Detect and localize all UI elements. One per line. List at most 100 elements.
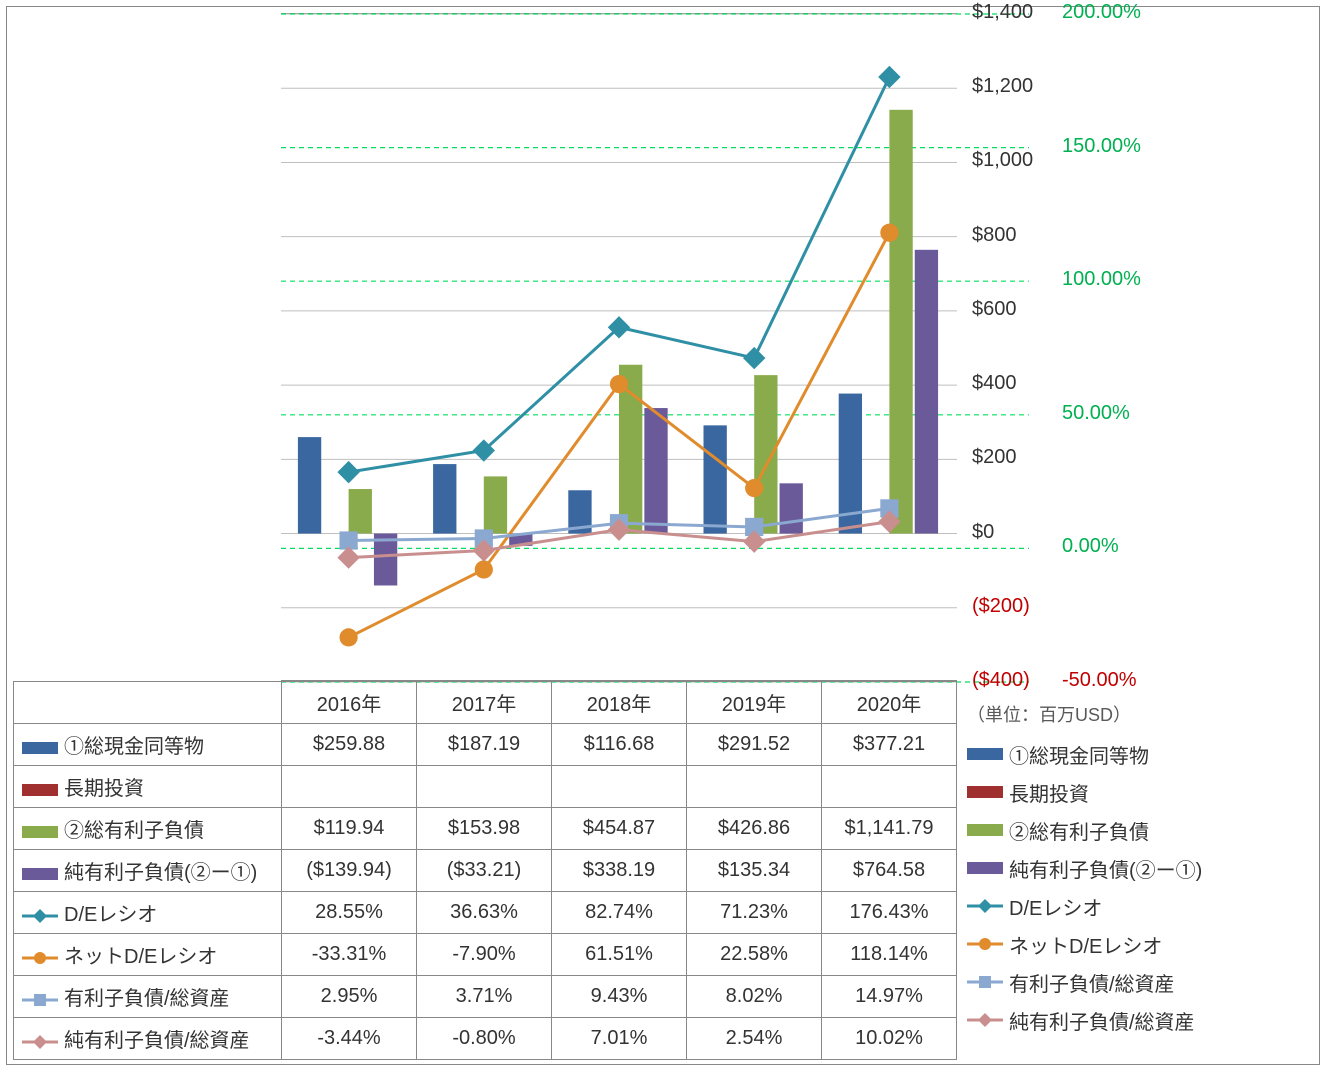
year-cell: 2020年 — [822, 682, 957, 724]
series-label: ①総現金同等物 — [14, 724, 282, 766]
data-cell: 61.51% — [552, 934, 687, 976]
data-cell: $291.52 — [687, 724, 822, 766]
year-cell: 2018年 — [552, 682, 687, 724]
series-label: 純有利子負債/総資産 — [14, 1018, 282, 1060]
data-cell: $338.19 — [552, 850, 687, 892]
dollar-tick: $0 — [972, 521, 994, 544]
data-cell: $764.58 — [822, 850, 957, 892]
year-cell: 2019年 — [687, 682, 822, 724]
netde-swatch-icon — [22, 950, 58, 966]
dollar-tick: $1,400 — [972, 1, 1033, 24]
legend-label: 純有利子負債/総資産 — [1009, 1006, 1195, 1035]
longinv-legend-icon — [967, 784, 1003, 800]
data-table: 2016年2017年2018年2019年2020年①総現金同等物$259.88$… — [13, 681, 957, 1060]
data-cell: 71.23% — [687, 892, 822, 934]
series-label: 純有利子負債(②ー①) — [14, 850, 282, 892]
unit-label: （単位：百万USD） — [967, 701, 1131, 727]
data-cell — [417, 766, 552, 808]
de-legend-icon — [967, 898, 1003, 914]
dollar-tick: $600 — [972, 298, 1017, 321]
dollar-tick: $1,200 — [972, 75, 1033, 98]
series-label: D/Eレシオ — [14, 892, 282, 934]
cash-swatch-icon — [22, 740, 58, 756]
data-cell: $426.86 — [687, 808, 822, 850]
legend-label: ネットD/Eレシオ — [1009, 930, 1162, 959]
data-cell: ($33.21) — [417, 850, 552, 892]
data-cell: $454.87 — [552, 808, 687, 850]
de-swatch-icon — [22, 908, 58, 924]
longinv-swatch-icon — [22, 782, 58, 798]
pct-tick: 50.00% — [1062, 402, 1130, 425]
series-label: ②総有利子負債 — [14, 808, 282, 850]
netdebtasset-swatch-icon — [22, 1034, 58, 1050]
netdebtasset-legend-icon — [967, 1012, 1003, 1028]
data-cell: 9.43% — [552, 976, 687, 1018]
series-label: ネットD/Eレシオ — [14, 934, 282, 976]
dollar-tick: ($400) — [972, 669, 1030, 692]
year-cell: 2016年 — [282, 682, 417, 724]
data-cell: 22.58% — [687, 934, 822, 976]
netdebt-swatch-icon — [22, 866, 58, 882]
data-cell: 28.55% — [282, 892, 417, 934]
data-cell: ($139.94) — [282, 850, 417, 892]
data-cell — [282, 766, 417, 808]
data-cell: $1,141.79 — [822, 808, 957, 850]
data-cell: $153.98 — [417, 808, 552, 850]
data-cell — [822, 766, 957, 808]
data-cell: 36.63% — [417, 892, 552, 934]
legend-entry: 純有利子負債(②ー①) — [967, 849, 1202, 887]
legend-entry: 有利子負債/総資産 — [967, 963, 1202, 1001]
plot-area — [281, 13, 957, 681]
legend-label: ②総有利子負債 — [1009, 816, 1149, 845]
data-cell: 2.54% — [687, 1018, 822, 1060]
data-cell: 8.02% — [687, 976, 822, 1018]
legend-entry: ①総現金同等物 — [967, 735, 1202, 773]
data-cell: 14.97% — [822, 976, 957, 1018]
data-cell: -0.80% — [417, 1018, 552, 1060]
data-cell: $259.88 — [282, 724, 417, 766]
data-cell: $119.94 — [282, 808, 417, 850]
debtasset-swatch-icon — [22, 992, 58, 1008]
netdebt-legend-icon — [967, 860, 1003, 876]
dollar-tick: $200 — [972, 446, 1017, 469]
legend-label: 純有利子負債(②ー①) — [1009, 854, 1202, 883]
y-axis-dollar: ($400)($200)$0$200$400$600$800$1,000$1,2… — [972, 7, 1052, 687]
data-cell: 176.43% — [822, 892, 957, 934]
chart-frame: ($400) ($200) $0 $200 $400 $600 $800 $1,000 $1,2… — [6, 6, 1320, 1065]
dollar-tick: ($200) — [972, 595, 1030, 618]
data-cell: -33.31% — [282, 934, 417, 976]
dollar-tick: $800 — [972, 224, 1017, 247]
legend-entry: ネットD/Eレシオ — [967, 925, 1202, 963]
legend-label: 長期投資 — [1009, 778, 1089, 807]
data-cell: 7.01% — [552, 1018, 687, 1060]
data-cell: 3.71% — [417, 976, 552, 1018]
netde-legend-icon — [967, 936, 1003, 952]
y-axis-percent: -50.00%0.00%50.00%100.00%150.00%200.00% — [1062, 7, 1182, 687]
debt-swatch-icon — [22, 824, 58, 840]
data-cell: $135.34 — [687, 850, 822, 892]
legend-entry: 純有利子負債/総資産 — [967, 1001, 1202, 1039]
data-cell: 82.74% — [552, 892, 687, 934]
data-cell — [687, 766, 822, 808]
cash-legend-icon — [967, 746, 1003, 762]
data-cell: $377.21 — [822, 724, 957, 766]
legend-entry: 長期投資 — [967, 773, 1202, 811]
pct-tick: 0.00% — [1062, 535, 1119, 558]
year-cell: 2017年 — [417, 682, 552, 724]
legend-right: ①総現金同等物長期投資 ②総有利子負債純有利子負債(②ー①) D/EレシオネットD/… — [967, 735, 1202, 1039]
legend-entry: D/Eレシオ — [967, 887, 1202, 925]
dollar-tick: $400 — [972, 372, 1017, 395]
pct-tick: 200.00% — [1062, 1, 1141, 24]
data-cell: -3.44% — [282, 1018, 417, 1060]
series-label: 有利子負債/総資産 — [14, 976, 282, 1018]
data-cell: -7.90% — [417, 934, 552, 976]
pct-tick: -50.00% — [1062, 669, 1137, 692]
pct-tick: 100.00% — [1062, 268, 1141, 291]
data-cell: 2.95% — [282, 976, 417, 1018]
plot-svg — [281, 14, 1029, 682]
data-cell: 10.02% — [822, 1018, 957, 1060]
legend-label: ①総現金同等物 — [1009, 740, 1149, 769]
dollar-tick: $1,000 — [972, 149, 1033, 172]
debtasset-legend-icon — [967, 974, 1003, 990]
data-cell — [552, 766, 687, 808]
